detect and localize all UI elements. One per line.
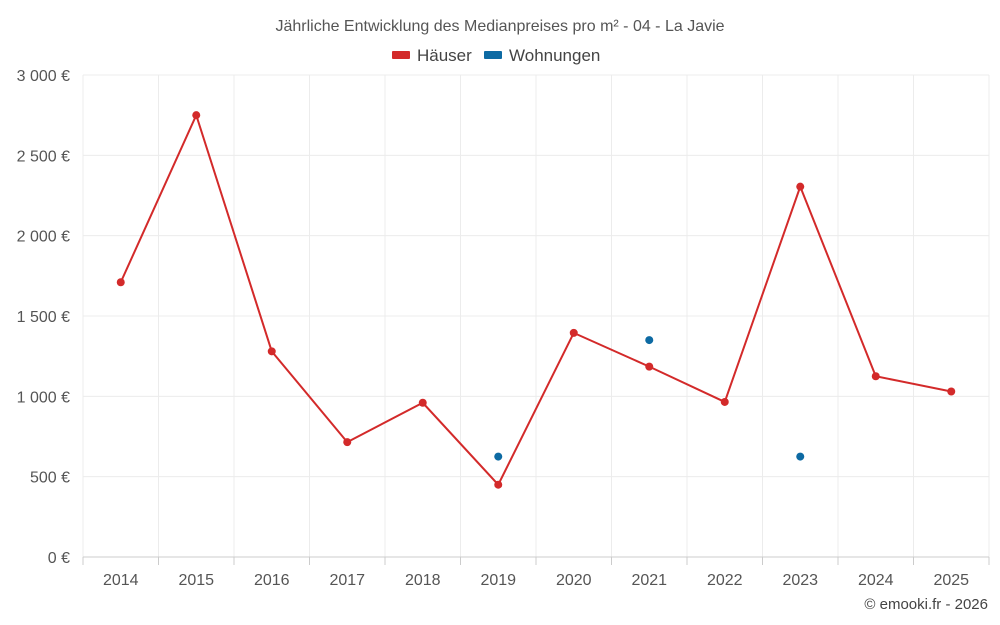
y-tick-label: 3 000 € — [17, 68, 70, 85]
data-point-haeuser-2024[interactable] — [871, 372, 880, 381]
x-tick-label: 2014 — [103, 572, 139, 589]
x-tick-label: 2015 — [178, 572, 214, 589]
y-tick-label: 1 500 € — [17, 309, 70, 326]
data-point-haeuser-2023[interactable] — [796, 182, 805, 191]
chart-title: Jährliche Entwicklung des Medianpreises … — [275, 18, 724, 35]
y-tick-label: 0 € — [48, 550, 70, 567]
legend: Häuser Wohnungen — [392, 46, 600, 65]
x-tick-label: 2019 — [480, 572, 516, 589]
data-point-wohnungen-2019[interactable] — [494, 452, 503, 461]
data-point-haeuser-2016[interactable] — [267, 347, 276, 356]
grid — [82, 74, 990, 557]
data-point-wohnungen-2023[interactable] — [796, 452, 805, 461]
data-point-wohnungen-2021[interactable] — [645, 336, 654, 345]
plot-area — [116, 111, 956, 489]
data-point-haeuser-2017[interactable] — [343, 438, 352, 447]
x-tick-label: 2023 — [782, 572, 818, 589]
x-tick-label: 2024 — [858, 572, 894, 589]
data-point-haeuser-2015[interactable] — [192, 111, 201, 120]
x-tick-label: 2018 — [405, 572, 441, 589]
data-point-haeuser-2018[interactable] — [418, 398, 427, 407]
x-tick-label: 2022 — [707, 572, 743, 589]
legend-swatch-wohnungen — [484, 51, 502, 59]
data-point-haeuser-2020[interactable] — [569, 328, 578, 337]
x-tick-label: 2025 — [933, 572, 969, 589]
x-tick-label: 2020 — [556, 572, 592, 589]
x-tick-label: 2021 — [631, 572, 667, 589]
legend-item-wohnungen[interactable]: Wohnungen — [484, 46, 600, 65]
legend-item-haeuser[interactable]: Häuser — [392, 46, 472, 65]
x-tick-label: 2017 — [329, 572, 365, 589]
y-tick-label: 2 500 € — [17, 148, 70, 165]
data-point-haeuser-2022[interactable] — [720, 397, 729, 406]
legend-label-wohnungen: Wohnungen — [509, 46, 600, 65]
legend-label-haeuser: Häuser — [417, 46, 472, 65]
x-tick-label: 2016 — [254, 572, 290, 589]
series-line-haeuser — [119, 112, 952, 487]
credit-text: © emooki.fr - 2026 — [864, 596, 988, 613]
legend-swatch-haeuser — [392, 51, 410, 59]
y-axis: 0 € 500 € 1 000 € 1 500 € 2 000 € 2 500 € 3 00… — [17, 68, 70, 567]
data-point-haeuser-2021[interactable] — [645, 362, 654, 371]
data-point-haeuser-2025[interactable] — [947, 387, 956, 396]
data-point-haeuser-2019[interactable] — [494, 480, 503, 489]
data-point-haeuser-2014[interactable] — [116, 278, 125, 287]
y-tick-label: 500 € — [30, 470, 70, 487]
y-tick-label: 2 000 € — [17, 229, 70, 246]
x-axis: 2014 2015 2016 2017 2018 2019 2020 2021 2022 2023… — [82, 556, 990, 589]
y-tick-label: 1 000 € — [17, 389, 70, 406]
